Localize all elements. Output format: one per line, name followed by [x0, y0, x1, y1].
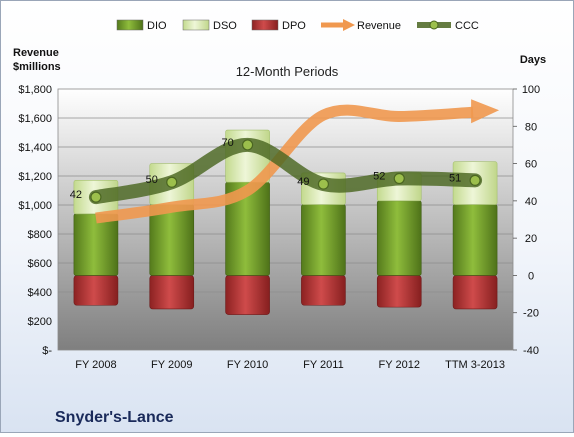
bar-dpo	[376, 275, 422, 308]
legend-label: DSO	[213, 20, 237, 32]
left-tick-label: $800	[28, 229, 52, 241]
left-tick-label: $1,600	[18, 113, 52, 125]
left-tick-label: $600	[28, 258, 52, 270]
left-tick-label: $1,200	[18, 171, 52, 183]
bars	[73, 129, 498, 315]
left-tick-label: $400	[28, 287, 52, 299]
x-tick-label: FY 2008	[75, 359, 116, 371]
left-axis-label-line2: $millions	[13, 61, 61, 73]
left-tick-label: $-	[42, 345, 52, 357]
legend-swatch-dso	[182, 19, 210, 31]
ccc-point	[393, 172, 405, 185]
right-tick-label: 0	[528, 270, 534, 282]
legend-swatch-dio	[116, 19, 144, 31]
right-tick-label: -40	[523, 345, 539, 357]
ccc-data-label: 49	[297, 176, 309, 188]
company-name: Snyder's-Lance	[55, 409, 174, 426]
left-axis-label-line1: Revenue	[13, 47, 59, 59]
legend-marker-ccc	[429, 20, 439, 30]
left-tick-label: $200	[28, 316, 52, 328]
left-tick-label: $1,000	[18, 200, 52, 212]
x-tick-label: FY 2012	[379, 359, 420, 371]
revenue-line	[95, 104, 474, 224]
bar-dpo	[149, 275, 195, 310]
bar-dpo	[225, 275, 270, 315]
left-tick-label: $1,800	[18, 84, 52, 96]
bar-dpo	[301, 275, 346, 306]
right-axis-label: Days	[520, 54, 546, 66]
right-tick-label: 40	[525, 196, 537, 208]
ccc-data-label: 70	[221, 137, 233, 149]
ccc-data-label: 51	[449, 172, 461, 184]
legend-arrowhead	[343, 19, 355, 31]
ccc-point	[317, 178, 330, 190]
x-tick-label: FY 2009	[151, 359, 192, 371]
right-tick-label: 100	[522, 84, 540, 96]
legend: DIO DSO DPO Revenue CCC	[116, 19, 479, 32]
ccc-data-label: 52	[373, 170, 385, 182]
left-tick-label: $1,400	[18, 142, 52, 154]
legend-label: DIO	[147, 20, 167, 32]
bar-dio	[73, 213, 119, 276]
ccc-point	[166, 176, 178, 188]
bar-dpo	[73, 275, 119, 306]
right-tick-label: 80	[525, 121, 537, 133]
x-tick-label: TTM 3-2013	[445, 359, 505, 371]
chart-title: 12-Month Periods	[236, 64, 339, 79]
right-tick-label: -20	[523, 308, 539, 320]
right-tick-label: 60	[525, 159, 537, 171]
x-tick-label: FY 2010	[227, 359, 268, 371]
revenue-arrowhead	[471, 99, 500, 124]
ccc-point	[469, 174, 481, 186]
ccc-data-label: 50	[146, 174, 158, 186]
ccc-data-label: 42	[70, 189, 82, 201]
x-tick-label: FY 2011	[303, 359, 344, 371]
right-tick-label: 20	[525, 233, 537, 245]
series-lines: 42 50 70 49 52 51	[70, 99, 500, 224]
legend-label: Revenue	[357, 20, 401, 32]
plot-area	[57, 88, 514, 351]
ccc-point	[241, 139, 254, 151]
bar-dpo	[452, 275, 498, 310]
bar-dio	[452, 204, 498, 276]
bar-dio	[376, 200, 422, 276]
legend-label: CCC	[455, 20, 479, 32]
axes: $- $200 $400 $600 $800 $1,000 $1,200 $1,400 $1,6…	[18, 84, 540, 371]
ccc-point	[90, 191, 102, 203]
legend-swatch-dpo	[251, 19, 279, 31]
legend-label: DPO	[282, 20, 306, 32]
bar-dio	[301, 204, 346, 276]
